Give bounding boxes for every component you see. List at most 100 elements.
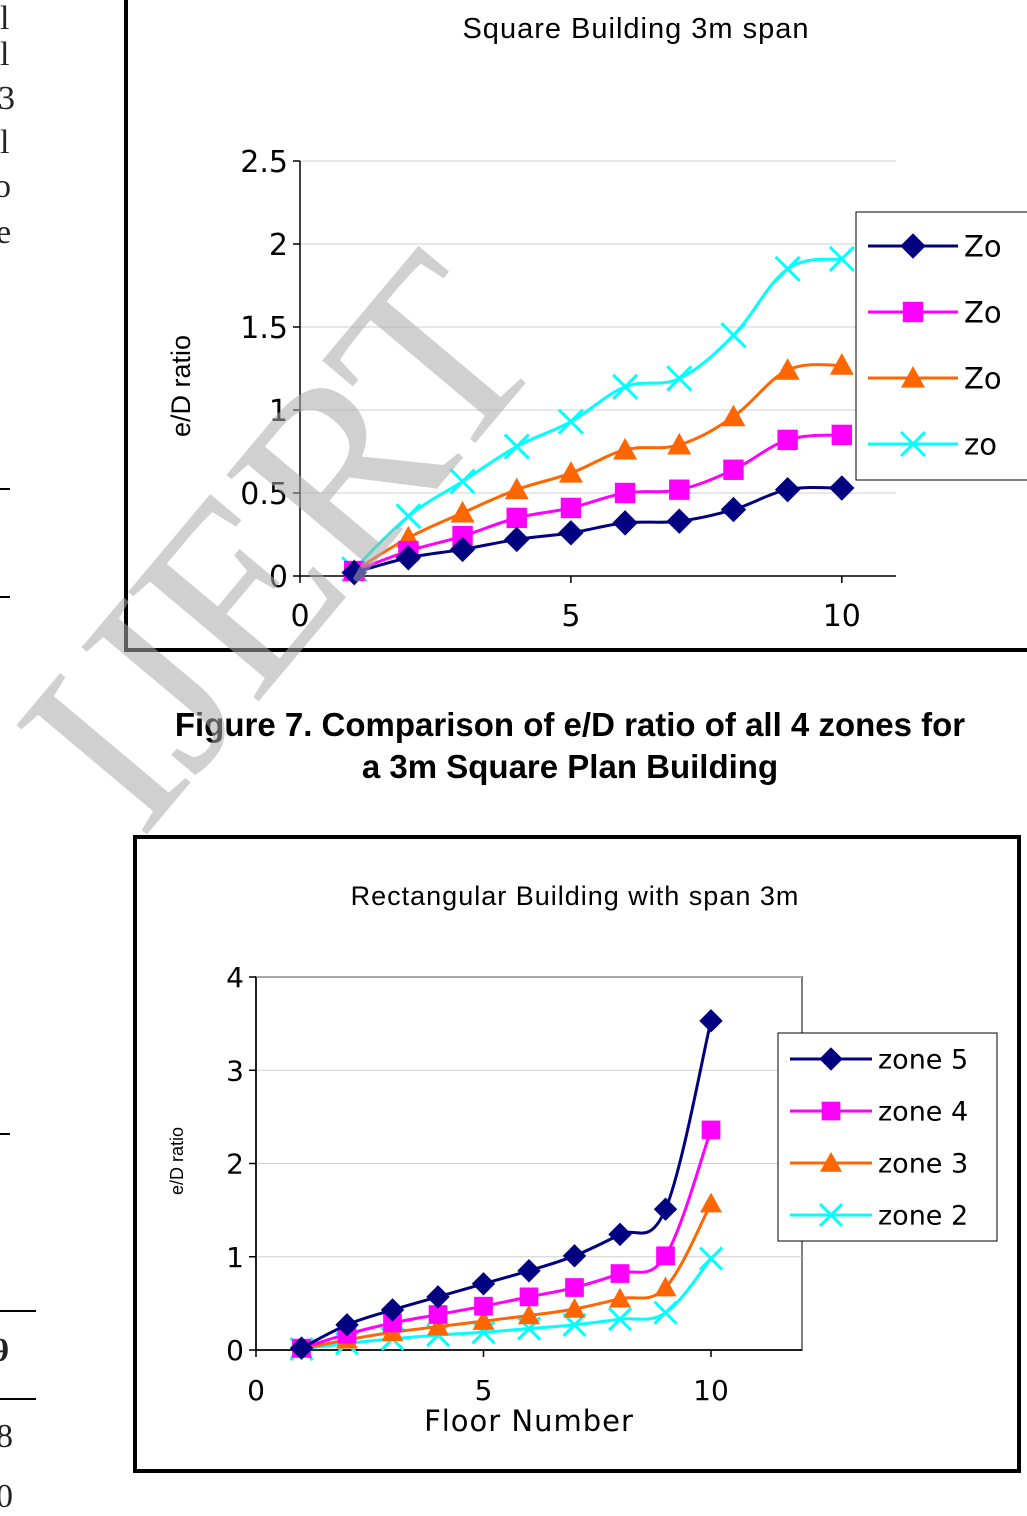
legend-label: Zo (964, 229, 1002, 263)
x-marker (653, 1300, 678, 1325)
series-line (301, 1257, 713, 1351)
square-marker (383, 1313, 402, 1333)
x-marker (607, 1307, 633, 1332)
square-marker (452, 525, 473, 547)
triangle-marker (558, 461, 583, 483)
y-axis-label: e/D ratio (167, 1127, 187, 1195)
legend: Zo Zo Zo zo (855, 211, 1027, 481)
margin-fragment: 9 (0, 1332, 9, 1369)
series-line (301, 1129, 713, 1350)
diamond-marker (666, 508, 692, 534)
y-tick-label: 3 (226, 1054, 244, 1087)
x-marker (818, 1202, 844, 1228)
y-tick-label: 2 (226, 1148, 244, 1181)
y-tick-label: 2.5 (240, 145, 288, 180)
triangle-marker (667, 432, 692, 455)
triangle-marker (472, 1310, 495, 1330)
diamond-marker (380, 1298, 405, 1322)
legend: zone 5 zone 4 zone 3 zone 2 (777, 1032, 998, 1242)
margin-rule (0, 488, 10, 490)
x-tick-label: 0 (290, 599, 309, 634)
x-tick-label: 5 (475, 1374, 493, 1407)
diamond-marker (608, 1222, 632, 1247)
margin-fragment: e (0, 214, 12, 251)
square-marker (506, 507, 527, 529)
y-tick-label: 1 (226, 1241, 244, 1274)
diamond-marker (471, 1272, 496, 1296)
x-marker-stroke (607, 1307, 633, 1332)
x-marker (666, 365, 693, 392)
legend-item: Zo (868, 295, 1002, 329)
diamond-marker (699, 1009, 723, 1033)
margin-fragment: l (0, 0, 10, 37)
legend-item: zone 2 (790, 1201, 968, 1232)
figure-caption-line-2: a 3m Square Plan Building (361, 748, 779, 785)
diamond-marker (395, 545, 422, 571)
square-marker (821, 1101, 841, 1121)
diamond-marker (426, 1285, 450, 1309)
legend-label: zone 3 (878, 1149, 968, 1180)
square-marker (831, 424, 853, 446)
square-marker (474, 1296, 493, 1316)
series-line (353, 433, 842, 573)
diamond-marker (900, 233, 926, 259)
legend-label: Zo (964, 295, 1002, 329)
figure-caption-line-1: Figure 7. Comparison of e/D ratio of all… (174, 706, 966, 743)
chart-title: Square Building 3m span (462, 13, 809, 45)
series-line (353, 363, 842, 573)
triangle-marker (609, 1287, 631, 1308)
diamond-marker (720, 496, 747, 523)
y-tick-label: 0 (226, 1334, 244, 1367)
x-marker-stroke (899, 430, 927, 458)
diamond-marker (562, 1244, 587, 1268)
legend-label: zone 4 (878, 1097, 968, 1128)
diamond-marker (774, 476, 801, 503)
y-tick-label: 4 (226, 961, 244, 994)
square-marker (560, 497, 582, 519)
chart-square-building: Square Building 3m span 0 0.5 1 1.5 2 2.5 0 5 10 e… (124, 0, 1027, 652)
x-marker-stroke (395, 503, 422, 530)
legend-label: zone 2 (878, 1201, 968, 1232)
margin-fragment: 0 (0, 1478, 13, 1515)
diamond-marker (829, 475, 855, 501)
series-line (353, 257, 843, 571)
x-axis-label: Floor Number (424, 1404, 634, 1438)
margin-rule (0, 1133, 10, 1135)
diamond-marker (449, 536, 476, 563)
x-marker-stroke (503, 433, 530, 460)
triangle-marker (504, 477, 529, 500)
triangle-marker (901, 366, 925, 388)
triangle-marker (427, 1315, 449, 1336)
square-marker (902, 301, 924, 323)
x-marker (612, 373, 639, 400)
y-axis-label: e/D ratio (166, 335, 196, 437)
chart-rectangular-building-svg: Rectangular Building with span 3m 0 1 2 3 4 0 5… (167, 881, 998, 1438)
legend-item: zo (868, 427, 997, 461)
square-marker (428, 1305, 448, 1324)
triangle-marker (518, 1304, 540, 1325)
triangle-marker (829, 353, 854, 375)
x-marker (899, 430, 927, 458)
y-tick-label: 1 (269, 394, 288, 429)
chart-square-building-svg: Square Building 3m span 0 0.5 1 1.5 2 2.5 0 5 10 e… (166, 13, 1027, 634)
x-marker-stroke (720, 322, 747, 349)
series-diamond (341, 475, 855, 586)
margin-rule (0, 1398, 36, 1400)
x-marker-stroke (666, 365, 693, 392)
margin-fragment: o (0, 168, 11, 205)
diamond-marker (289, 1336, 314, 1360)
square-marker (610, 1264, 630, 1283)
series-diamond (289, 1009, 723, 1360)
diamond-marker (335, 1313, 359, 1337)
x-marker (557, 408, 584, 435)
triangle-marker (700, 1192, 722, 1213)
square-marker (723, 459, 744, 480)
margin-fragment: 3 (0, 80, 15, 117)
y-tick-label: 0 (269, 560, 288, 595)
triangle-marker (721, 404, 746, 427)
legend-item: zone 3 (790, 1149, 968, 1180)
legend-label: zo (964, 427, 997, 461)
square-marker (669, 479, 690, 500)
triangle-marker (820, 1152, 842, 1172)
x-marker (720, 322, 747, 349)
